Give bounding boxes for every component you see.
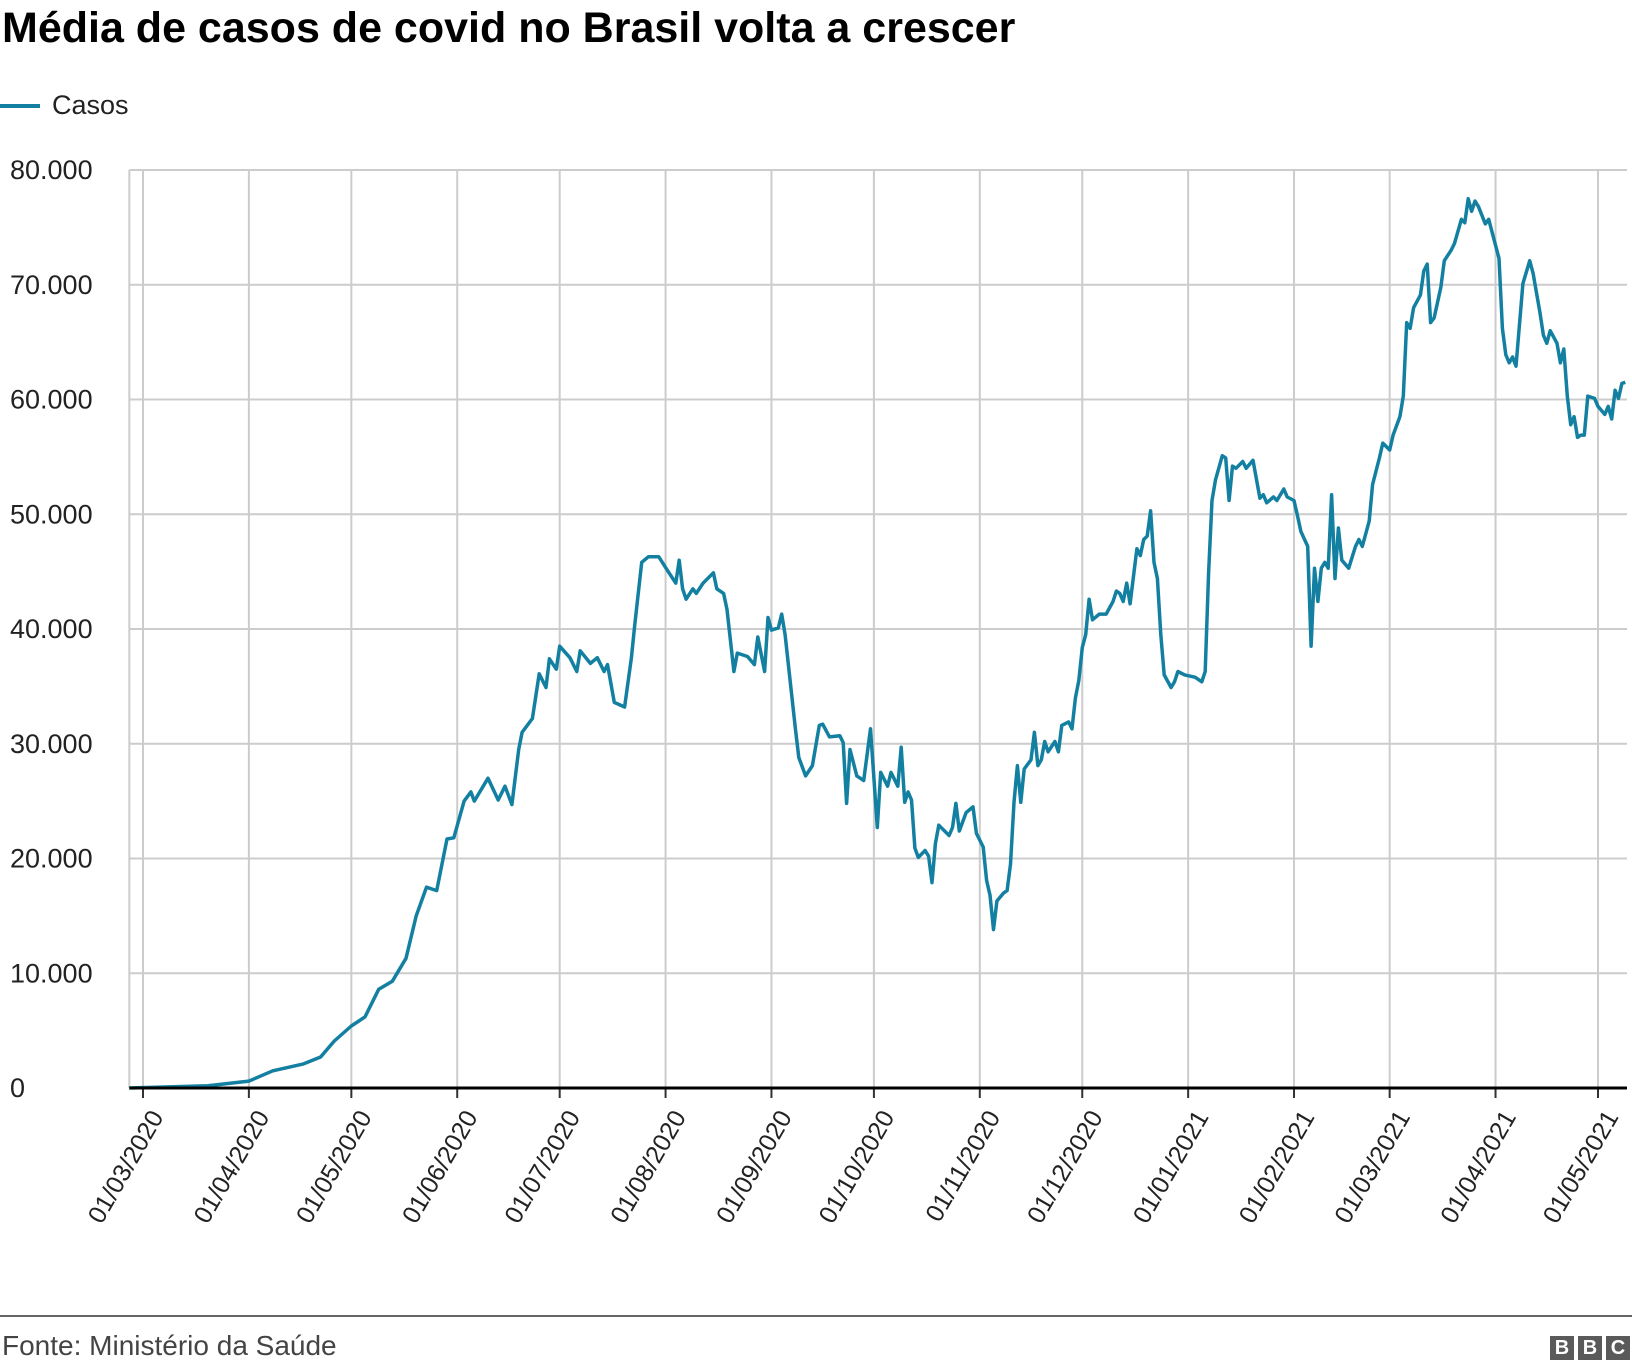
y-tick-label: 60.000	[10, 385, 93, 415]
line-chart: 0 10.000 20.000 30.000 40.000 50.000 60.000 70.…	[10, 155, 1627, 1228]
legend: Casos	[0, 90, 129, 121]
y-tick-label: 40.000	[10, 614, 93, 644]
x-tick-label: 01/09/2020	[711, 1106, 798, 1228]
chart-title: Média de casos de covid no Brasil volta …	[2, 4, 1016, 52]
x-tick-label: 01/04/2021	[1435, 1106, 1522, 1228]
x-tick-label: 01/02/2021	[1234, 1106, 1321, 1228]
x-tick-label: 01/08/2020	[605, 1106, 692, 1228]
series-line-casos	[129, 196, 1626, 1090]
x-tick-label: 01/05/2021	[1538, 1106, 1625, 1228]
y-tick-label: 30.000	[10, 729, 93, 759]
x-tick-label: 01/07/2020	[499, 1106, 586, 1228]
legend-label: Casos	[52, 90, 129, 120]
legend-swatch	[0, 103, 40, 108]
series-points-casos	[129, 198, 1626, 1089]
source-note: Fonte: Ministério da Saúde	[2, 1330, 337, 1361]
y-tick-label: 0	[10, 1073, 25, 1103]
x-tick-label: 01/10/2020	[813, 1106, 900, 1228]
x-tick-label: 01/03/2021	[1329, 1106, 1416, 1228]
bbc-logo-c: C	[1606, 1336, 1630, 1360]
x-tick-label: 01/12/2020	[1022, 1106, 1109, 1228]
x-tick-label: 01/03/2020	[83, 1106, 170, 1228]
bbc-logo-b1: B	[1550, 1336, 1574, 1360]
y-tick-label: 50.000	[10, 499, 93, 529]
x-tick-label: 01/04/2020	[188, 1106, 275, 1228]
x-tick-label: 01/11/2020	[920, 1106, 1006, 1227]
y-tick-label: 20.000	[10, 844, 93, 874]
bbc-logo: B B C	[1550, 1336, 1630, 1360]
y-tick-label: 10.000	[10, 958, 93, 988]
x-tick-label: 01/06/2020	[397, 1106, 484, 1228]
footer-divider	[0, 1315, 1632, 1317]
y-tick-label: 80.000	[10, 155, 93, 185]
bbc-logo-b2: B	[1578, 1336, 1602, 1360]
x-tick-label: 01/05/2020	[291, 1106, 378, 1228]
x-tick-label: 01/01/2021	[1128, 1106, 1215, 1228]
y-tick-label: 70.000	[10, 270, 93, 300]
